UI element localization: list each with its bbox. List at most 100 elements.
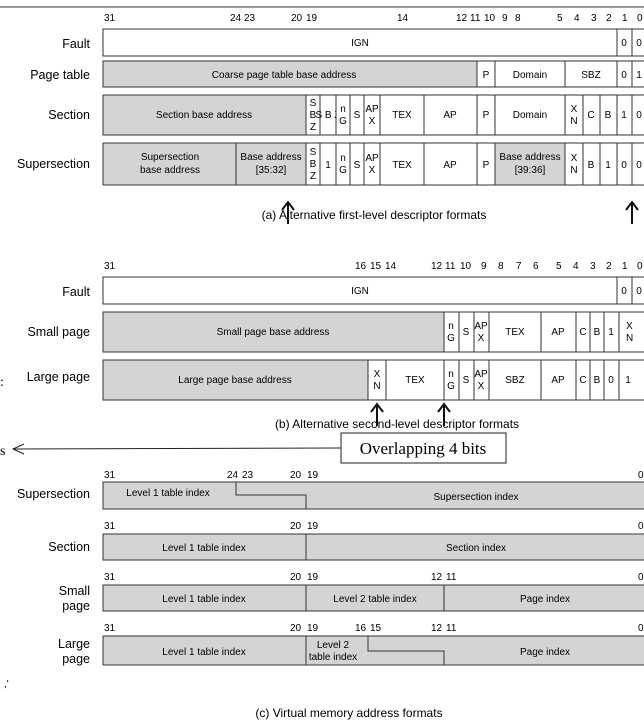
field-section-base bbox=[102, 94, 307, 136]
cell-text: SBZ bbox=[505, 375, 524, 386]
row-label-large-page: Large page bbox=[27, 370, 90, 384]
bit-number: 7 bbox=[516, 261, 522, 272]
field-domain bbox=[494, 94, 566, 136]
cell-text: Section index bbox=[446, 543, 506, 554]
cell-text: Page index bbox=[520, 647, 570, 658]
stacked-char: table index bbox=[309, 652, 357, 663]
bit-number: 15 bbox=[370, 261, 382, 272]
cell-text: IGN bbox=[351, 38, 369, 49]
bit-number: 24 bbox=[227, 470, 239, 481]
field-bit0 bbox=[631, 28, 644, 57]
stacked-char: 0 bbox=[636, 160, 642, 171]
field-tex bbox=[488, 311, 542, 353]
cell-text: SBZ bbox=[581, 70, 600, 81]
cell-text: TEX bbox=[392, 160, 412, 171]
bit-number: 23 bbox=[244, 13, 256, 24]
stacked-char: N bbox=[570, 165, 577, 176]
bit-number: 1 bbox=[622, 13, 628, 24]
bit-number: 31 bbox=[104, 572, 116, 583]
cell-text: TEX bbox=[505, 327, 525, 338]
cell-text: C bbox=[579, 375, 586, 386]
cell-text: AP bbox=[443, 160, 457, 171]
cell-text: Level 1 table index bbox=[162, 594, 245, 605]
field-ap bbox=[423, 142, 478, 186]
cell-text: P bbox=[483, 160, 490, 171]
field-ap bbox=[540, 359, 577, 401]
cell-text: B bbox=[594, 375, 601, 386]
bit-number: 3 bbox=[591, 13, 597, 24]
bit-number: 19 bbox=[307, 623, 319, 634]
field-xn bbox=[367, 359, 387, 401]
cell-text: Level 2 table index bbox=[333, 594, 416, 605]
cell-text: 0 bbox=[636, 110, 642, 121]
stacked-char: [39:36] bbox=[515, 165, 546, 176]
bit-number: 12 bbox=[431, 261, 443, 272]
field-apx bbox=[363, 142, 381, 186]
bit-number: 12 bbox=[456, 13, 468, 24]
field-supersection-base bbox=[102, 142, 237, 186]
bit-number: 12 bbox=[431, 572, 443, 583]
callout: Overlapping 4 bits s : bbox=[0, 375, 507, 464]
cell-text: TEX bbox=[405, 375, 425, 386]
bit-number: 2 bbox=[606, 13, 612, 24]
field-ign bbox=[102, 276, 618, 305]
cell-text: S bbox=[463, 327, 470, 338]
field-bit0 bbox=[631, 60, 644, 88]
cell-text: Level 1 table index bbox=[126, 488, 209, 499]
field-bit0 bbox=[631, 276, 644, 305]
bit-number: 20 bbox=[290, 470, 302, 481]
caption-b: (b) Alternative second-level descriptor … bbox=[275, 417, 519, 431]
cell-text: AP bbox=[443, 110, 457, 121]
edge-fragment: ,' bbox=[4, 679, 9, 690]
cell-text: 1 bbox=[625, 375, 631, 386]
stacked-char: X bbox=[369, 116, 376, 127]
up-arrow-icon bbox=[437, 402, 451, 426]
bit-number: 19 bbox=[307, 470, 319, 481]
bit-number: 4 bbox=[573, 261, 579, 272]
bit-number: 20 bbox=[290, 623, 302, 634]
caption-c: (c) Virtual memory address formats bbox=[255, 706, 442, 720]
row-label-large: Large bbox=[58, 637, 90, 651]
stacked-char: S bbox=[310, 147, 317, 158]
bit-number: 9 bbox=[481, 261, 487, 272]
cell-text: Domain bbox=[513, 70, 547, 81]
cell-text: S bbox=[354, 110, 361, 121]
va-small-page-bar bbox=[102, 584, 644, 612]
bit-number: 3 bbox=[590, 261, 596, 272]
bit-number: 14 bbox=[385, 261, 397, 272]
cell-text: 1 bbox=[325, 160, 331, 171]
up-arrow-icon bbox=[281, 200, 295, 224]
cell-text: 0 bbox=[636, 38, 642, 49]
figure-a: 31 24 23 20 19 14 12 11 10 9 8 5 4 3 2 1… bbox=[17, 13, 644, 224]
field-base-35-32 bbox=[235, 142, 307, 186]
cell-text: 0 bbox=[621, 70, 627, 81]
cell-text: Section base address bbox=[156, 110, 252, 121]
field-xn bbox=[618, 311, 644, 353]
cell-text: AP bbox=[551, 327, 565, 338]
bit-number: 19 bbox=[307, 521, 319, 532]
field-large-base bbox=[102, 359, 369, 401]
stacked-char: X bbox=[374, 369, 381, 380]
va-section-bar bbox=[102, 533, 644, 561]
bit-number: 0 bbox=[637, 261, 643, 272]
cell-text: Page index bbox=[520, 594, 570, 605]
stacked-char: X bbox=[571, 104, 578, 115]
row-label-page: page bbox=[62, 652, 90, 666]
cell-text: AP bbox=[551, 375, 565, 386]
cell-text: 1 bbox=[636, 70, 642, 81]
left-arrow-icon bbox=[11, 443, 25, 455]
stacked-char: AP bbox=[365, 104, 379, 115]
bit-number: 0 bbox=[638, 623, 644, 634]
stacked-char: X bbox=[478, 381, 485, 392]
bit-number: 20 bbox=[290, 521, 302, 532]
cell-text: Supersection index bbox=[433, 492, 518, 503]
stacked-char: n bbox=[448, 369, 454, 380]
cell-text: 1 bbox=[605, 160, 611, 171]
field-coarse bbox=[102, 60, 478, 88]
cell-text: Large page base address bbox=[178, 375, 291, 386]
field-apx bbox=[473, 311, 490, 353]
stacked-char: G bbox=[339, 116, 347, 127]
bit-number: 15 bbox=[370, 623, 382, 634]
stacked-char: base address bbox=[140, 165, 200, 176]
field-ng bbox=[443, 311, 460, 353]
